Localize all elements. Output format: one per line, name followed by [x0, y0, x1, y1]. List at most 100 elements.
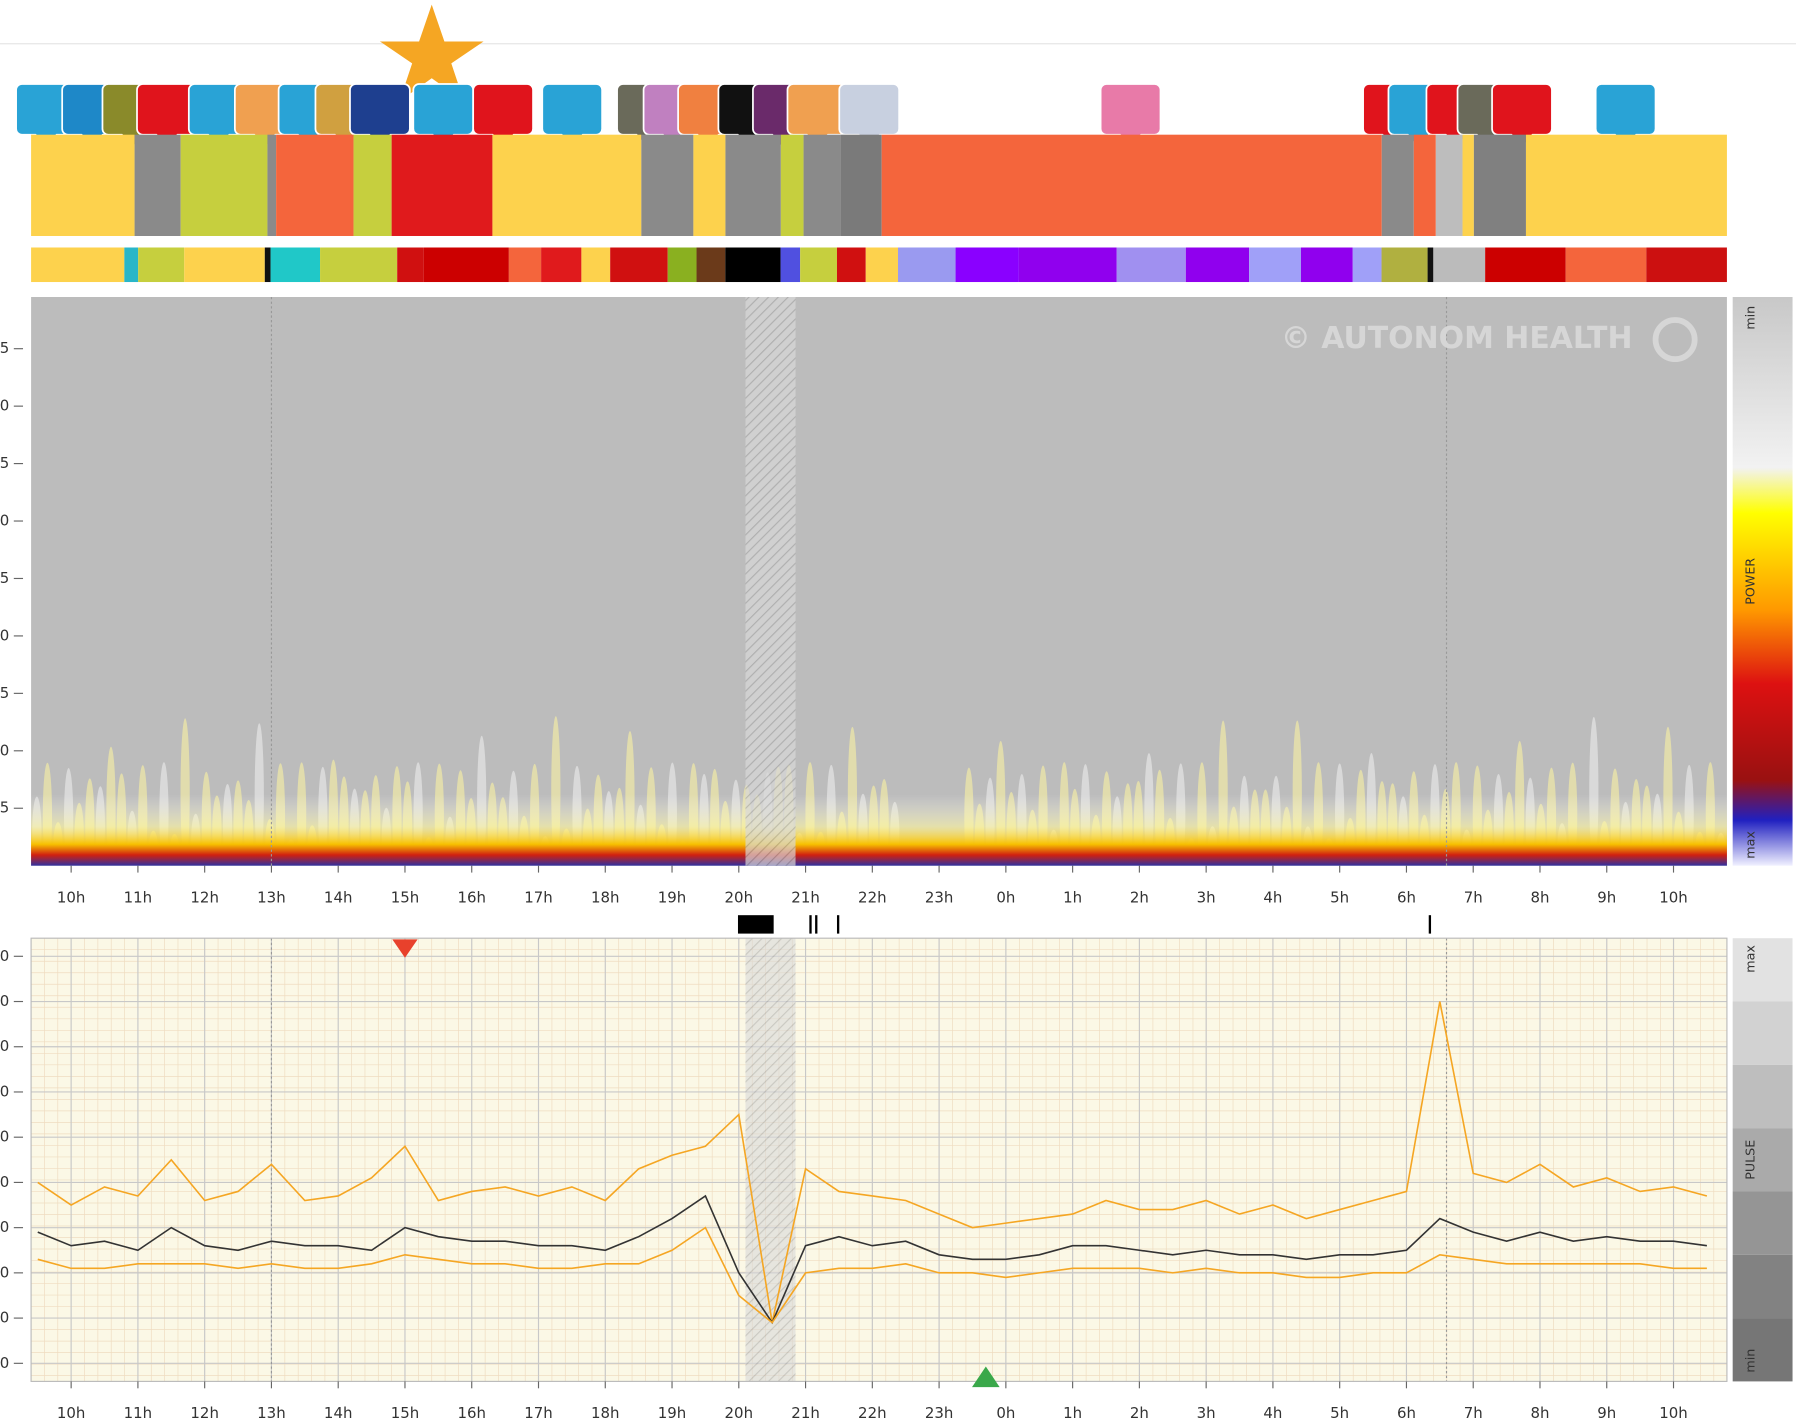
colorbar-label: max	[1743, 831, 1758, 859]
activity-segment	[693, 135, 725, 236]
x-tick-label: 17h	[524, 888, 553, 906]
x-tick-label: 19h	[658, 1404, 687, 1422]
signal-stripe	[1428, 248, 1434, 283]
x-tick-label: 23h	[925, 888, 954, 906]
activity-segment	[840, 135, 881, 236]
x-tick-label: 22h	[858, 1404, 887, 1422]
signal-stripe	[898, 248, 956, 283]
y-tick-label: 15	[0, 684, 9, 702]
y-tick-label: 40	[0, 397, 9, 415]
signal-stripe	[138, 248, 184, 283]
colorbar-step	[1733, 1065, 1793, 1128]
x-tick-label: 5h	[1330, 888, 1349, 906]
activity-segment	[1414, 135, 1436, 236]
x-tick-label: 10h	[57, 1404, 86, 1422]
y-tick-label: 40	[0, 1354, 9, 1372]
activity-segment	[135, 135, 181, 236]
signal-stripe	[781, 248, 801, 283]
activity-icon[interactable]	[839, 84, 899, 135]
y-tick-label: 60	[0, 1263, 9, 1281]
colorbar-step	[1733, 1191, 1793, 1254]
signal-stripe	[956, 248, 1019, 283]
activity-segment	[725, 135, 780, 236]
activity-icon[interactable]	[1101, 84, 1161, 135]
plot-area	[31, 297, 1727, 866]
x-tick-label: 16h	[457, 1404, 486, 1422]
y-tick-label: 120	[0, 992, 9, 1010]
activity-icon[interactable]	[137, 84, 197, 135]
activity-icon[interactable]	[542, 84, 602, 135]
x-tick-label: 18h	[591, 888, 620, 906]
y-tick-label: 100	[0, 1082, 9, 1100]
colorbar-label: min	[1743, 306, 1758, 330]
x-tick-label: 6h	[1397, 1404, 1416, 1422]
activity-segment	[492, 135, 641, 236]
colorbar-label: min	[1743, 1349, 1758, 1373]
y-tick-label: 45	[0, 339, 9, 357]
x-tick-label: 4h	[1263, 888, 1282, 906]
signal-stripe	[320, 248, 397, 283]
colorbar-step	[1733, 1002, 1793, 1065]
colorbar-label: POWER	[1743, 558, 1758, 605]
signal-stripe	[424, 248, 509, 283]
activity-segment	[354, 135, 392, 236]
activity-icon[interactable]	[350, 84, 410, 135]
signal-stripe	[800, 248, 837, 283]
colorbar-label: PULSE	[1743, 1140, 1758, 1180]
signal-stripe	[1117, 248, 1186, 283]
signal-stripe	[837, 248, 866, 283]
x-tick-label: 2h	[1130, 888, 1149, 906]
signal-stripe	[1646, 248, 1727, 283]
x-tick-label: 12h	[190, 888, 219, 906]
page: © AUTONOM HEALTH5101520253035404510h11h1…	[0, 0, 1796, 1424]
x-tick-label: 11h	[124, 888, 153, 906]
x-tick-label: 16h	[457, 888, 486, 906]
x-tick-label: 12h	[190, 1404, 219, 1422]
signal-stripe	[1301, 248, 1353, 283]
x-tick-label: 21h	[791, 888, 820, 906]
plot-area	[31, 938, 1727, 1381]
x-tick-label: 19h	[658, 888, 687, 906]
signal-stripe	[31, 248, 124, 283]
activity-icon[interactable]	[787, 84, 847, 135]
y-tick-label: 90	[0, 1128, 9, 1146]
y-tick-label: 10	[0, 741, 9, 759]
activity-segment	[641, 135, 693, 236]
pulse-chart: 40506070809010011012013010h11h12h13h14h1…	[0, 938, 1793, 1422]
x-tick-label: 0h	[996, 1404, 1015, 1422]
x-tick-label: 13h	[257, 888, 286, 906]
x-tick-label: 14h	[324, 888, 353, 906]
signal-stripe	[1249, 248, 1301, 283]
x-tick-label: 3h	[1197, 1404, 1216, 1422]
y-tick-label: 25	[0, 569, 9, 587]
x-tick-label: 13h	[257, 1404, 286, 1422]
signal-stripe	[1566, 248, 1647, 283]
signal-stripe	[265, 248, 271, 283]
x-tick-label: 20h	[725, 1404, 754, 1422]
x-tick-label: 21h	[791, 1404, 820, 1422]
x-tick-label: 15h	[391, 888, 420, 906]
y-tick-label: 50	[0, 1309, 9, 1327]
x-tick-label: 9h	[1597, 888, 1616, 906]
x-tick-label: 20h	[725, 888, 754, 906]
signal-stripe	[271, 248, 321, 283]
x-tick-label: 3h	[1197, 888, 1216, 906]
y-tick-label: 70	[0, 1218, 9, 1236]
signal-stripe	[184, 248, 265, 283]
x-tick-label: 10h	[1659, 1404, 1688, 1422]
activity-icon[interactable]	[413, 84, 473, 135]
x-tick-label: 6h	[1397, 888, 1416, 906]
activity-segment	[276, 135, 353, 236]
colorbar-step	[1733, 1255, 1793, 1318]
activity-icon[interactable]	[1492, 84, 1552, 135]
activity-band	[31, 135, 1727, 282]
signal-stripe	[1485, 248, 1566, 283]
x-tick-label: 15h	[391, 1404, 420, 1422]
event-mark	[738, 915, 774, 933]
activity-segment	[882, 135, 1382, 236]
activity-icon[interactable]	[1596, 84, 1656, 135]
activity-segment	[1526, 135, 1727, 236]
activity-segment	[804, 135, 841, 236]
activity-icon[interactable]	[473, 84, 533, 135]
activity-segment	[267, 135, 276, 236]
